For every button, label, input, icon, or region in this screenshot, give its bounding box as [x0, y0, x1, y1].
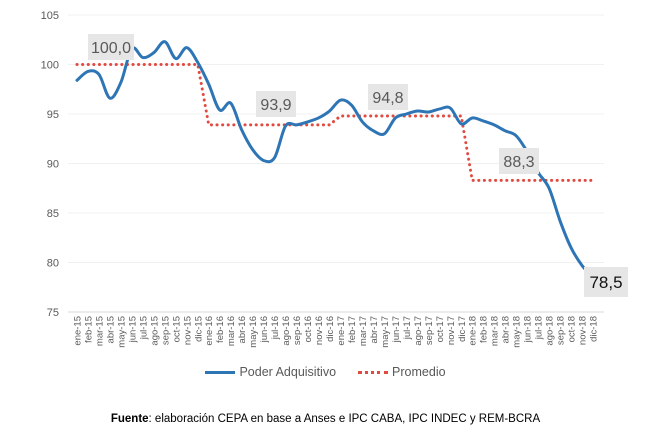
x-tick-label: jul-18 [534, 316, 545, 340]
y-tick-label: 85 [47, 208, 59, 220]
x-tick-label: sep-15 [160, 316, 171, 345]
data-label-box [499, 148, 539, 174]
x-tick-label: ene-17 [336, 316, 347, 346]
gridlines [68, 14, 604, 263]
data-label: 88,3 [503, 154, 534, 171]
x-tick-label: may-15 [116, 316, 127, 348]
source-text: : elaboración CEPA en base a Anses e IPC… [148, 413, 541, 425]
x-tick-label: abr-18 [501, 316, 512, 343]
legend-item-poder-adquisitivo[interactable]: Poder Adquisitivo [205, 365, 336, 379]
x-tick-label: oct-16 [303, 316, 314, 342]
x-tick-label: nov-16 [314, 316, 325, 345]
x-tick-label: jul-17 [402, 316, 413, 340]
x-tick-label: ago-15 [149, 316, 160, 346]
x-tick-label: dic-18 [589, 316, 600, 342]
x-tick-label: oct-15 [171, 316, 182, 342]
data-label-box [368, 84, 408, 110]
x-tick-label: dic-15 [193, 316, 204, 342]
data-label-box [88, 34, 134, 60]
legend-item-promedio[interactable]: Promedio [358, 365, 446, 379]
y-tick-label: 75 [47, 307, 59, 319]
x-tick-label: jun-16 [259, 316, 270, 343]
x-tick-label: sep-16 [292, 316, 303, 345]
x-tick-label: ene-16 [204, 316, 215, 346]
x-tick-label: nov-15 [182, 316, 193, 345]
x-tick-label: dic-16 [325, 316, 336, 342]
legend-label: Poder Adquisitivo [239, 365, 337, 379]
y-tick-label: 80 [47, 258, 59, 270]
x-tick-label: jul-16 [270, 316, 281, 340]
x-tick-label: ago-17 [413, 316, 424, 346]
source-label: Fuente [110, 413, 149, 425]
x-tick-label: abr-16 [237, 316, 248, 343]
x-tick-label: jun-15 [127, 316, 138, 343]
y-axis: 75 80 85 90 95 100 105 [41, 10, 59, 319]
x-tick-label: ene-15 [73, 316, 84, 346]
x-tick-label: oct-18 [567, 316, 578, 342]
x-tick-label: ene-18 [468, 316, 479, 346]
x-tick-label: mar-15 [94, 316, 105, 346]
x-tick-label: sep-17 [424, 316, 435, 345]
x-tick-label: ago-18 [545, 316, 556, 346]
x-tick-label: feb-16 [215, 316, 226, 343]
y-tick-label: 95 [47, 109, 59, 121]
series [75, 40, 595, 279]
x-tick-label: may-16 [248, 316, 259, 348]
series-line-poder-adquisitivo [75, 40, 595, 279]
x-tick-label: oct-17 [435, 316, 446, 342]
data-label: 93,9 [260, 97, 291, 114]
x-tick-label: abr-15 [105, 316, 116, 343]
x-tick-label: jul-15 [138, 316, 149, 340]
x-tick-label: mar-17 [358, 316, 369, 346]
series-line-promedio [75, 63, 595, 182]
x-tick-label: ago-16 [281, 316, 292, 346]
x-tick-label: feb-15 [83, 316, 94, 343]
legend-label: Promedio [392, 365, 446, 379]
x-tick-label: jun-17 [391, 316, 402, 343]
x-tick-label: nov-17 [446, 316, 457, 345]
dotted-line-swatch-icon [358, 370, 389, 374]
source-note: Fuente: elaboración CEPA en base a Anses… [0, 413, 651, 425]
x-tick-label: may-18 [512, 316, 523, 348]
x-tick-label: mar-18 [490, 316, 501, 346]
x-tick-label: may-17 [380, 316, 391, 348]
x-tick-label: mar-16 [226, 316, 237, 346]
y-tick-label: 105 [41, 10, 59, 22]
data-labels: 100,0 93,9 94,8 88,3 78,5 [88, 34, 628, 297]
legend: Poder Adquisitivo Promedio [0, 365, 651, 379]
data-label: 94,8 [372, 90, 403, 107]
x-axis: ene-15 feb-15 mar-15 abr-15 may-15 jun-15 jul-… [68, 311, 604, 348]
x-tick-label: jun-18 [523, 316, 534, 343]
data-label: 78,5 [589, 273, 622, 292]
x-tick-label: abr-17 [369, 316, 380, 343]
x-tick-label: nov-18 [578, 316, 589, 345]
data-label-box [584, 267, 628, 297]
y-tick-label: 90 [47, 159, 59, 171]
solid-line-swatch-icon [205, 370, 236, 374]
x-tick-label: dic-17 [457, 316, 468, 342]
x-tick-label: feb-17 [347, 316, 358, 343]
data-label-box [256, 91, 296, 117]
x-tick-label: sep-18 [556, 316, 567, 345]
x-tick-label: feb-18 [479, 316, 490, 343]
y-tick-label: 100 [41, 60, 59, 72]
data-label: 100,0 [91, 40, 131, 57]
